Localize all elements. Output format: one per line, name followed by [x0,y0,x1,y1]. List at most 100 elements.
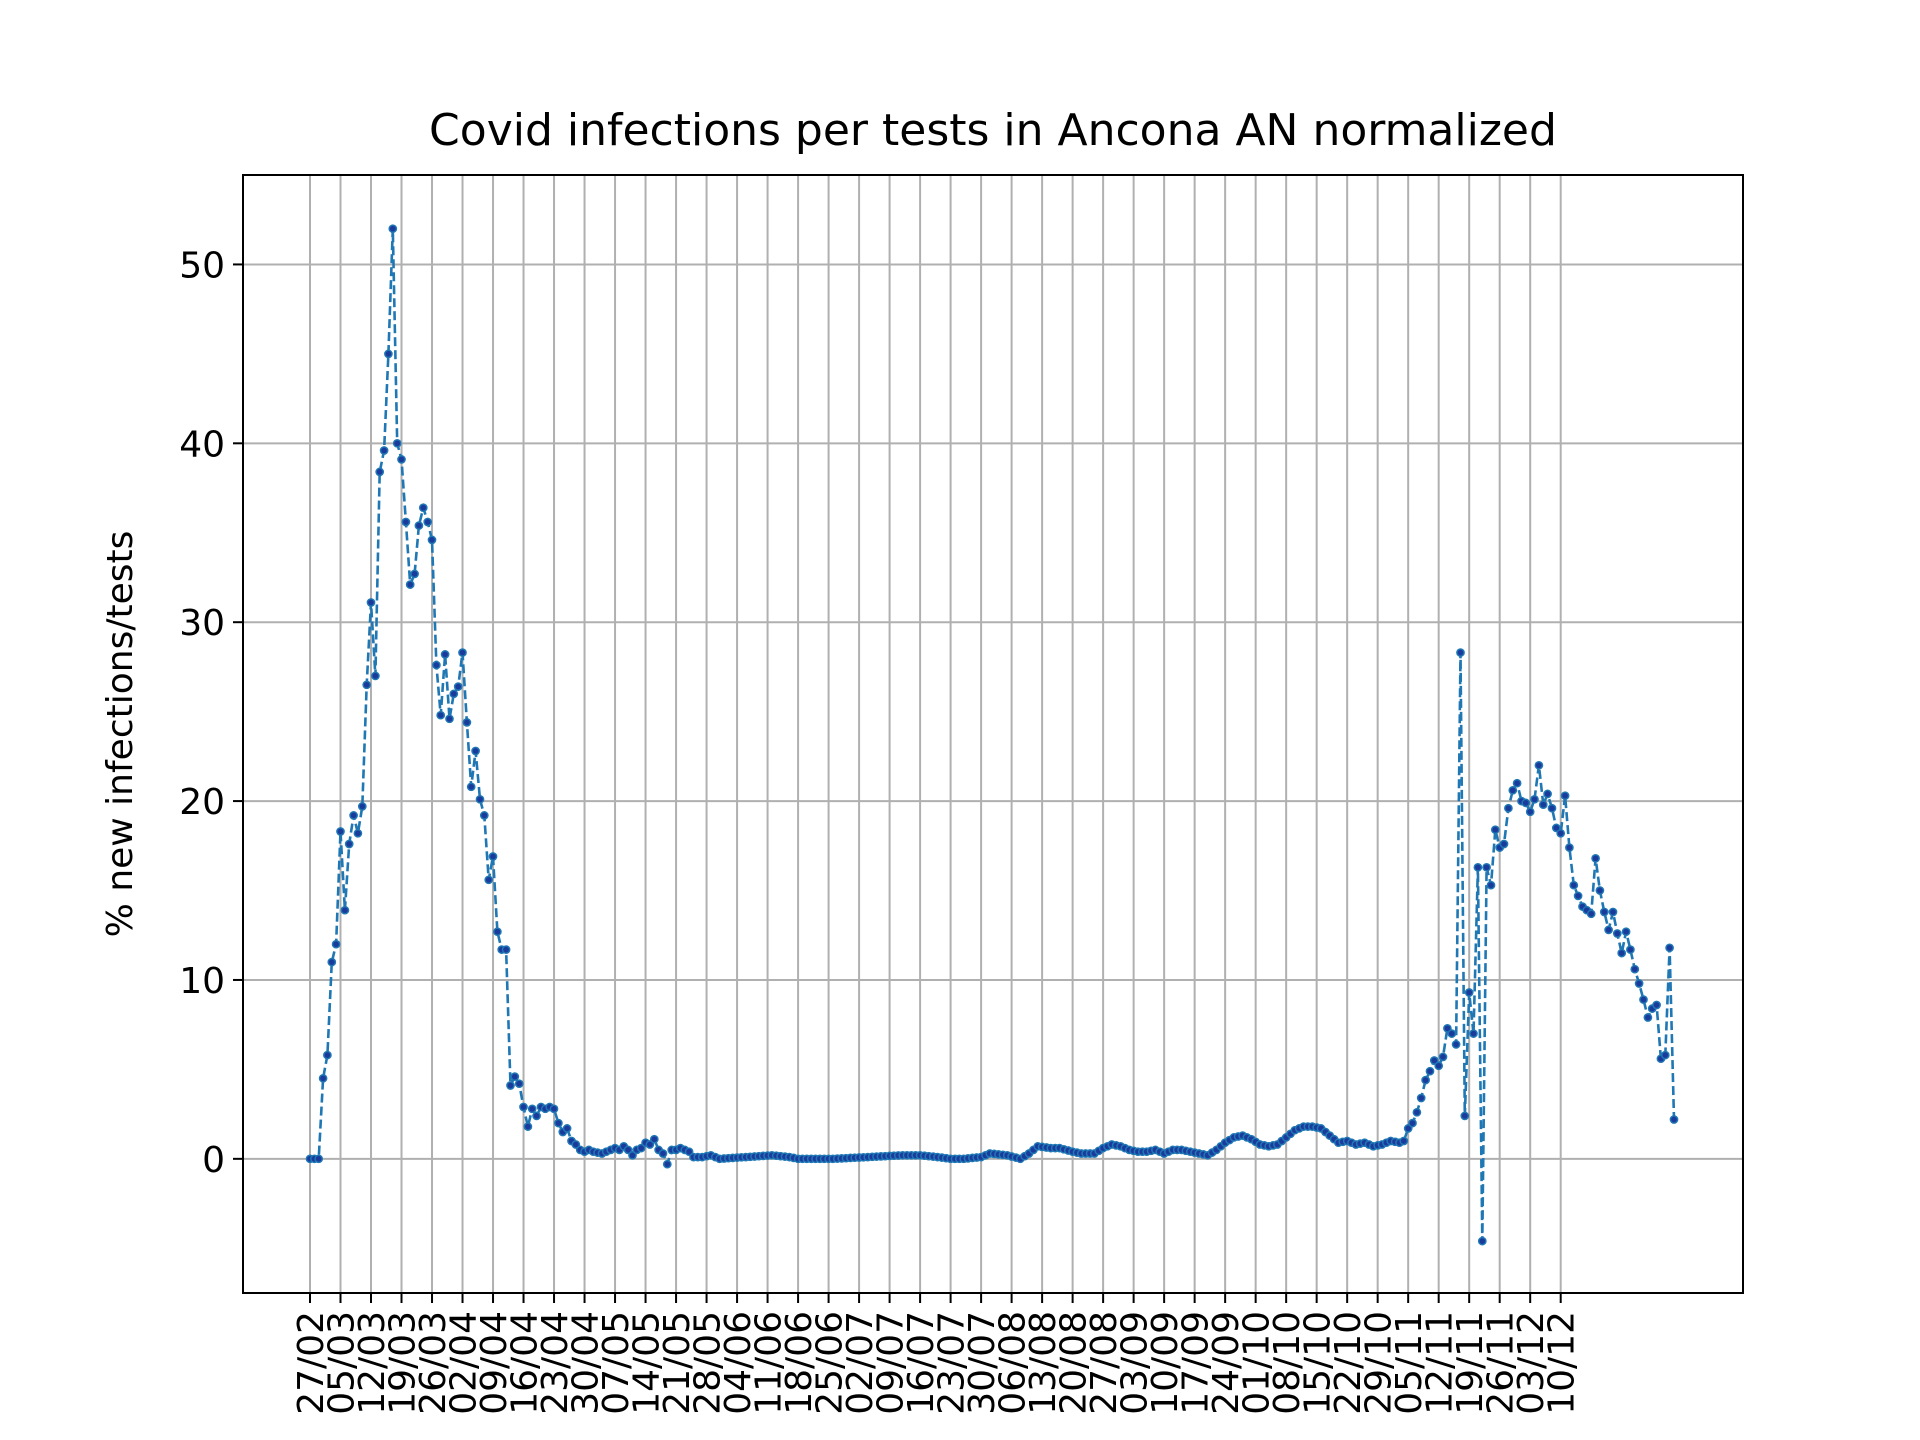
x-tick-label: 26/03 [413,1311,454,1415]
data-point [327,957,337,967]
data-point [362,680,372,690]
data-point [1630,964,1640,974]
x-tick-label: 07/05 [596,1311,637,1415]
x-tick-label: 30/04 [566,1311,607,1415]
data-point [1469,1029,1478,1038]
x-tick-label: 10/12 [1542,1311,1583,1415]
data-point [392,438,402,448]
data-point [658,1149,668,1158]
data-point [314,1154,324,1164]
data-point [349,811,358,820]
data-point [423,517,433,527]
data-point [471,746,480,756]
data-point [344,839,354,849]
data-point [1443,1023,1452,1033]
x-tick-label: 02/07 [840,1311,881,1415]
data-point [418,503,428,513]
data-point [501,945,511,954]
data-point [375,467,385,477]
data-point [628,1150,637,1160]
data-point [1538,800,1548,810]
data-point [1639,995,1648,1004]
data-point [549,1104,559,1114]
data-point [1669,1115,1679,1124]
data-point [1429,1056,1439,1065]
data-point [1421,1075,1430,1085]
data-point [645,1140,655,1149]
data-point [479,811,489,820]
data-point [1504,803,1513,813]
data-point [554,1118,563,1128]
data-point [1456,648,1465,657]
data-point [331,939,341,949]
data-point [1543,789,1552,799]
data-point [493,927,502,937]
data-point [366,598,376,607]
plot-frame [242,174,1744,1294]
data-point [384,349,393,359]
data-point [1643,1013,1653,1022]
data-point [523,1122,533,1131]
data-point [466,782,476,792]
data-point [532,1111,541,1121]
data-point [440,650,450,659]
data-point [336,827,345,836]
data-point [432,660,441,670]
data-point [484,875,494,885]
data-point [1434,1061,1444,1071]
data-point [1399,1136,1409,1146]
data-point [684,1147,694,1157]
y-axis-label: % new infections/tests [100,531,141,938]
data-point [1530,794,1539,804]
y-axis: 0 10 20 30 40 50 [179,245,243,1181]
x-tick-label: 01/10 [1237,1311,1278,1415]
data-point [527,1104,537,1114]
x-tick-label: 02/04 [444,1311,485,1415]
x-tick-label: 27/08 [1084,1311,1125,1415]
x-tick-label: 19/11 [1450,1311,1491,1415]
data-point [1477,1236,1487,1246]
data-point [1626,945,1635,954]
data-point [405,580,415,589]
data-point [1604,925,1613,935]
y-tick-label: 50 [179,245,225,286]
data-point [519,1102,528,1112]
data-point [1617,948,1627,958]
data-point [1595,886,1605,895]
y-tick-label: 40 [179,424,225,465]
x-tick-label: 05/03 [322,1311,363,1415]
data-point [1438,1052,1448,1062]
data-point [318,1073,328,1083]
data-point [1534,760,1544,770]
data-point [571,1140,581,1149]
y-tick-label: 0 [202,1140,225,1181]
data-point [353,828,363,838]
data-point [1412,1107,1422,1117]
x-tick-label: 03/09 [1115,1311,1156,1415]
x-tick-label: 05/11 [1389,1311,1430,1415]
data-point [1612,929,1622,938]
series-layer [305,224,1679,1246]
data-point [410,569,419,579]
data-point [562,1124,572,1133]
data-point [1652,1000,1661,1010]
data-point [475,794,485,804]
data-point [1551,823,1561,833]
x-tick-label: 06/08 [993,1311,1034,1415]
data-point [1547,803,1557,813]
data-point [462,718,472,727]
x-tick-label: 30/07 [962,1311,1003,1415]
x-tick-label: 08/10 [1267,1311,1308,1415]
data-point [1560,791,1570,801]
x-tick-label: 23/04 [535,1311,576,1415]
data-point [357,802,367,811]
x-tick-label: 11/06 [749,1311,790,1415]
x-axis: 27/0205/0312/0319/0326/0302/0409/0416/04… [291,1293,1583,1415]
data-point [506,1081,515,1090]
data-point [388,224,398,234]
x-tick-label: 12/11 [1420,1311,1461,1415]
y-tick-label: 30 [179,603,225,644]
x-tick-label: 19/03 [383,1311,424,1415]
x-tick-label: 21/05 [657,1311,698,1415]
